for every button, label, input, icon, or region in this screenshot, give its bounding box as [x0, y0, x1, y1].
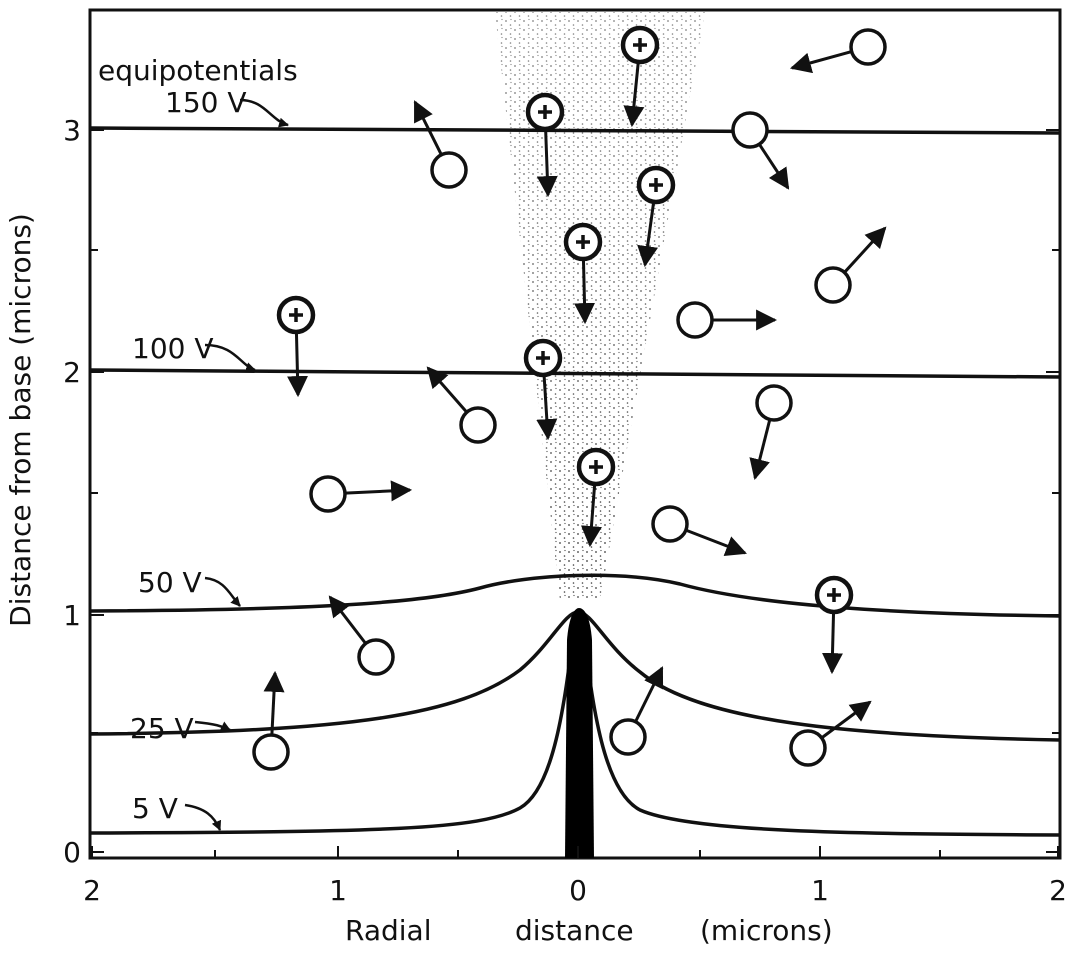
label-pointer — [239, 98, 289, 128]
molecule — [651, 505, 689, 543]
legend-title: equipotentials — [98, 54, 298, 87]
force-arrow — [328, 595, 367, 645]
plus-sign — [649, 178, 663, 192]
molecule — [676, 301, 714, 339]
plus-sign — [589, 460, 603, 474]
force-arrow — [287, 331, 309, 398]
molecule — [849, 28, 887, 66]
force-arrow — [413, 100, 443, 156]
force-arrow — [637, 201, 658, 268]
plus-sign — [633, 38, 647, 52]
x-axis-label: distance — [515, 914, 634, 947]
label-pointer — [204, 576, 241, 607]
force-arrow — [758, 143, 790, 190]
equipotential-label: 25 V — [130, 712, 194, 745]
y-tick-label: 2 — [63, 356, 81, 389]
tip — [565, 608, 594, 858]
y-tick-label: 1 — [63, 599, 81, 632]
x-tick-label: 1 — [329, 874, 347, 907]
force-arrow — [263, 670, 285, 736]
force-arrow — [820, 700, 872, 740]
x-tick-label: 2 — [83, 874, 101, 907]
x-axis-label: (microns) — [700, 914, 833, 947]
molecule — [755, 384, 793, 422]
molecule — [789, 729, 827, 767]
molecule — [609, 718, 647, 756]
plus-sign — [289, 308, 303, 322]
molecule — [731, 111, 769, 149]
equipotential-label: 150 V — [165, 86, 247, 119]
label-pointer — [194, 720, 231, 732]
molecule — [309, 475, 347, 513]
label-pointer — [184, 803, 222, 831]
force-arrow — [685, 528, 747, 556]
x-axis-label: Radial — [345, 914, 432, 947]
force-arrow — [536, 128, 558, 198]
molecule — [459, 406, 497, 444]
x-tick-label: 0 — [569, 874, 587, 907]
plus-sign — [536, 351, 550, 365]
y-tick-label: 3 — [63, 114, 81, 147]
y-axis-label: Distance from base (microns) — [4, 213, 37, 627]
plus-sign — [576, 235, 590, 249]
molecule — [357, 638, 395, 676]
force-arrow — [580, 483, 602, 548]
molecule — [814, 266, 852, 304]
force-arrow — [789, 50, 853, 74]
plus-sign — [538, 105, 552, 119]
x-tick-label: 2 — [1049, 874, 1066, 907]
equipotential-5 — [89, 619, 1061, 837]
equipotential-label: 100 V — [132, 332, 214, 365]
force-arrow — [749, 419, 772, 481]
annotations: 0 1 2 3 2 1 0 1 2 150 V 100 V 50 V 25 V 5 V — [63, 25, 1066, 907]
label-pointer — [204, 343, 256, 372]
force-arrow — [623, 61, 645, 128]
y-tick-label: 0 — [63, 836, 81, 869]
equipotential-50 — [89, 573, 1061, 618]
force-arrow — [843, 226, 887, 274]
force-arrow — [536, 374, 558, 441]
force-arrow — [821, 611, 843, 675]
molecule — [430, 151, 468, 189]
plus-sign — [827, 588, 841, 602]
force-arrow — [574, 258, 596, 325]
force-arrow — [344, 480, 413, 502]
x-tick-label: 1 — [811, 874, 829, 907]
molecule — [252, 733, 290, 771]
equipotential-label: 5 V — [132, 792, 178, 825]
equipotential-label: 50 V — [138, 566, 202, 599]
equipotential-150 — [89, 126, 1061, 135]
force-arrow — [634, 666, 664, 723]
force-arrow — [426, 366, 468, 414]
